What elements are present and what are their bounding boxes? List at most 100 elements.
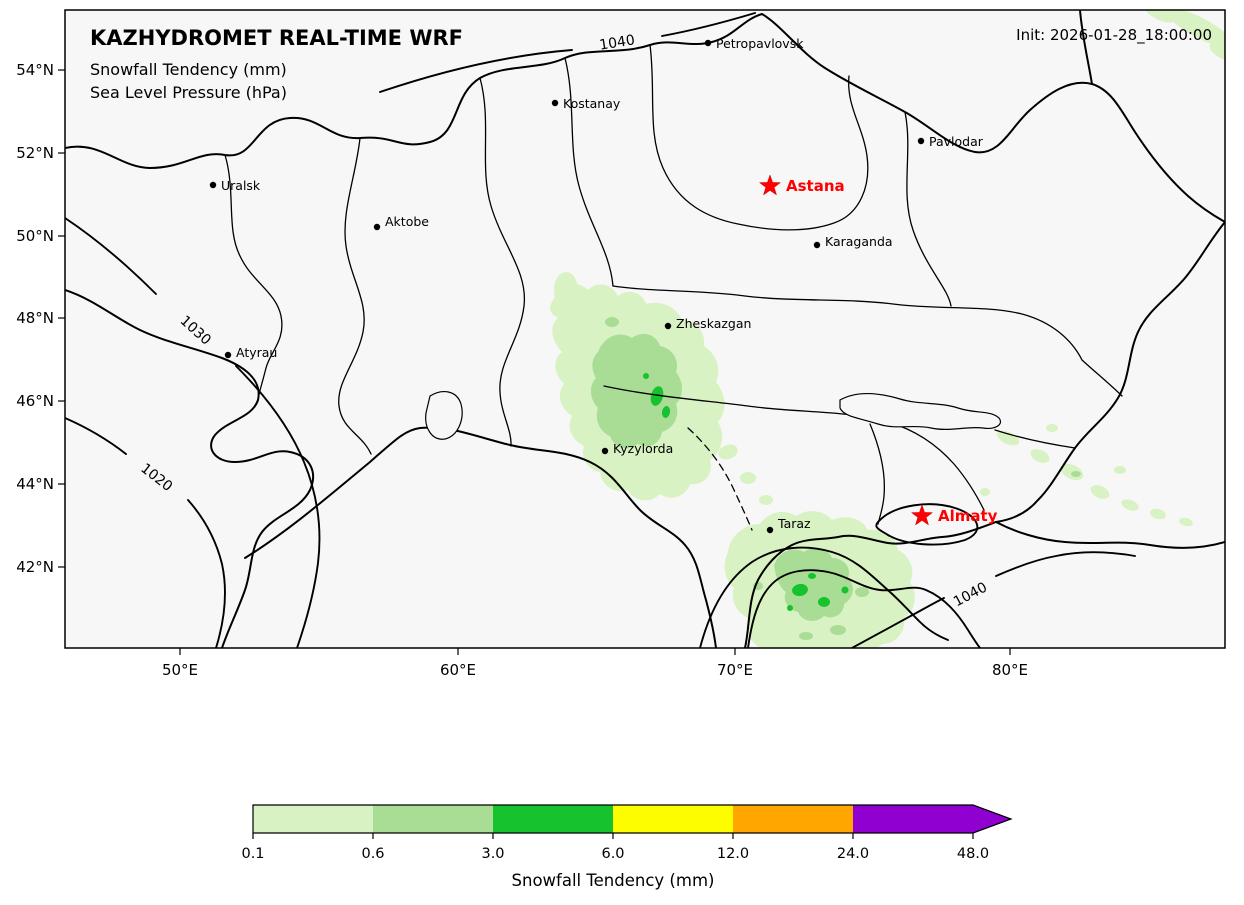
- region-border-kostanay: [564, 57, 614, 287]
- colorbar-tick-label: 3.0: [481, 846, 504, 862]
- contour-1040-top-a: [379, 49, 573, 93]
- city-dot: [601, 447, 609, 455]
- contour-1030-a: [65, 217, 157, 295]
- snowfall-shading-medium: [590, 317, 1081, 640]
- caspian-coastline: [65, 289, 315, 648]
- colorbar-tick-label: 0.6: [361, 846, 384, 862]
- region-border-almaty: [869, 423, 886, 525]
- region-border-karaganda-north: [612, 285, 1123, 397]
- city-atyrau: Atyrau: [224, 345, 277, 360]
- y-tick-label: 50°N: [16, 227, 54, 245]
- colorbar-segment-1: [253, 805, 373, 833]
- star-icon: [758, 174, 782, 196]
- national-border-northeast-spur: [1079, 10, 1093, 85]
- y-tick-label: 42°N: [16, 558, 54, 576]
- city-kyzylorda: Kyzylorda: [601, 441, 673, 456]
- region-border-balkhash-east: [994, 429, 1076, 449]
- city-label: Petropavlovsk: [716, 36, 804, 51]
- city-pavlodar: Pavlodar: [917, 134, 984, 149]
- city-label: Aktobe: [385, 214, 429, 229]
- map-frame: [64, 9, 1226, 649]
- city-label: Atyrau: [236, 345, 277, 360]
- city-dot: [209, 181, 217, 189]
- city-karaganda: Karaganda: [813, 234, 893, 249]
- region-border-dashed: [687, 427, 753, 531]
- x-tick-label: 50°E: [162, 661, 198, 679]
- contour-closed-almaty: [875, 503, 979, 546]
- city-taraz: Taraz: [766, 516, 811, 534]
- contour-1040-south-outer: [699, 546, 949, 648]
- city-label: Pavlodar: [929, 134, 984, 149]
- contour-1020-a: [65, 417, 127, 455]
- colorbar-tick-label: 24.0: [837, 846, 869, 862]
- national-border-southwest: [244, 426, 717, 648]
- colorbar-extend-arrow: [973, 805, 1011, 833]
- colorbar-segment-2: [373, 805, 493, 833]
- colorbar-segment-6: [853, 805, 973, 833]
- region-border-east-vertical: [904, 111, 952, 307]
- contour-1040-southeast-b: [995, 551, 1136, 577]
- x-axis: 50°E 60°E 70°E 80°E: [162, 648, 1028, 679]
- city-label: Taraz: [777, 516, 811, 531]
- pressure-contours: [65, 12, 1136, 648]
- init-timestamp: Init: 2026-01-28_18:00:00: [1016, 26, 1212, 45]
- city-label: Uralsk: [221, 178, 261, 193]
- figure-title: KAZHYDROMET REAL-TIME WRF: [90, 26, 463, 50]
- city-dot: [373, 223, 381, 231]
- lakes: [425, 390, 1002, 440]
- national-border-east: [995, 221, 1225, 523]
- lake-aral: [425, 390, 463, 440]
- x-tick-label: 60°E: [440, 661, 476, 679]
- city-petropavlovsk: Petropavlovsk: [704, 36, 804, 51]
- x-tick-label: 80°E: [992, 661, 1028, 679]
- region-border-west: [224, 154, 283, 401]
- colorbar: 0.1 0.6 3.0 6.0 12.0 24.0 48.0 Snowfall …: [241, 804, 1013, 890]
- colorbar-tick-label: 48.0: [957, 846, 989, 862]
- capital-astana: Astana: [758, 174, 845, 196]
- colorbar-outline: [252, 804, 1013, 834]
- city-dot: [813, 241, 821, 249]
- city-dot: [224, 351, 232, 359]
- capital-almaty: Almaty: [910, 504, 998, 526]
- city-dot: [551, 99, 559, 107]
- city-markers: Petropavlovsk Kostanay Pavlodar Uralsk A…: [209, 36, 984, 534]
- y-tick-label: 54°N: [16, 61, 54, 79]
- colorbar-tick-label: 12.0: [717, 846, 749, 862]
- colorbar-segment-5: [733, 805, 853, 833]
- city-uralsk: Uralsk: [209, 178, 261, 193]
- colorbar-segment-4: [613, 805, 733, 833]
- contour-1040-southeast-a: [851, 597, 945, 648]
- y-tick-label: 46°N: [16, 392, 54, 410]
- city-dot: [664, 322, 672, 330]
- y-tick-label: 52°N: [16, 144, 54, 162]
- colorbar-title: Snowfall Tendency (mm): [512, 871, 715, 890]
- city-dot: [704, 39, 712, 47]
- star-icon: [910, 504, 934, 526]
- figure-subtitle-pressure: Sea Level Pressure (hPa): [90, 83, 287, 102]
- y-axis: 54°N 52°N 50°N 48°N 46°N 44°N 42°N: [16, 61, 65, 576]
- city-label: Kostanay: [563, 96, 621, 111]
- city-label: Zheskazgan: [676, 316, 751, 331]
- region-border-akmola: [649, 44, 869, 231]
- snowfall-shading-bright: [643, 373, 849, 611]
- colorbar-segment-3: [493, 805, 613, 833]
- national-border-kyrgyz-east: [995, 521, 1225, 549]
- city-dot: [766, 526, 774, 534]
- contour-1030-b: [235, 365, 321, 648]
- colorbar-tick-label: 6.0: [601, 846, 624, 862]
- city-dot: [917, 137, 925, 145]
- lake-balkhash: [839, 392, 1002, 431]
- contour-1020-b: [187, 499, 226, 648]
- city-label: Karaganda: [825, 234, 893, 249]
- capital-label: Almaty: [938, 507, 998, 525]
- capital-markers: Astana Almaty: [758, 174, 998, 526]
- national-borders: [65, 10, 1225, 648]
- city-label: Kyzylorda: [613, 441, 673, 456]
- y-tick-label: 44°N: [16, 475, 54, 493]
- contour-1040-top-b: [661, 12, 756, 37]
- city-aktobe: Aktobe: [373, 214, 429, 231]
- region-border-aktobe-west: [338, 137, 372, 455]
- y-tick-label: 48°N: [16, 309, 54, 327]
